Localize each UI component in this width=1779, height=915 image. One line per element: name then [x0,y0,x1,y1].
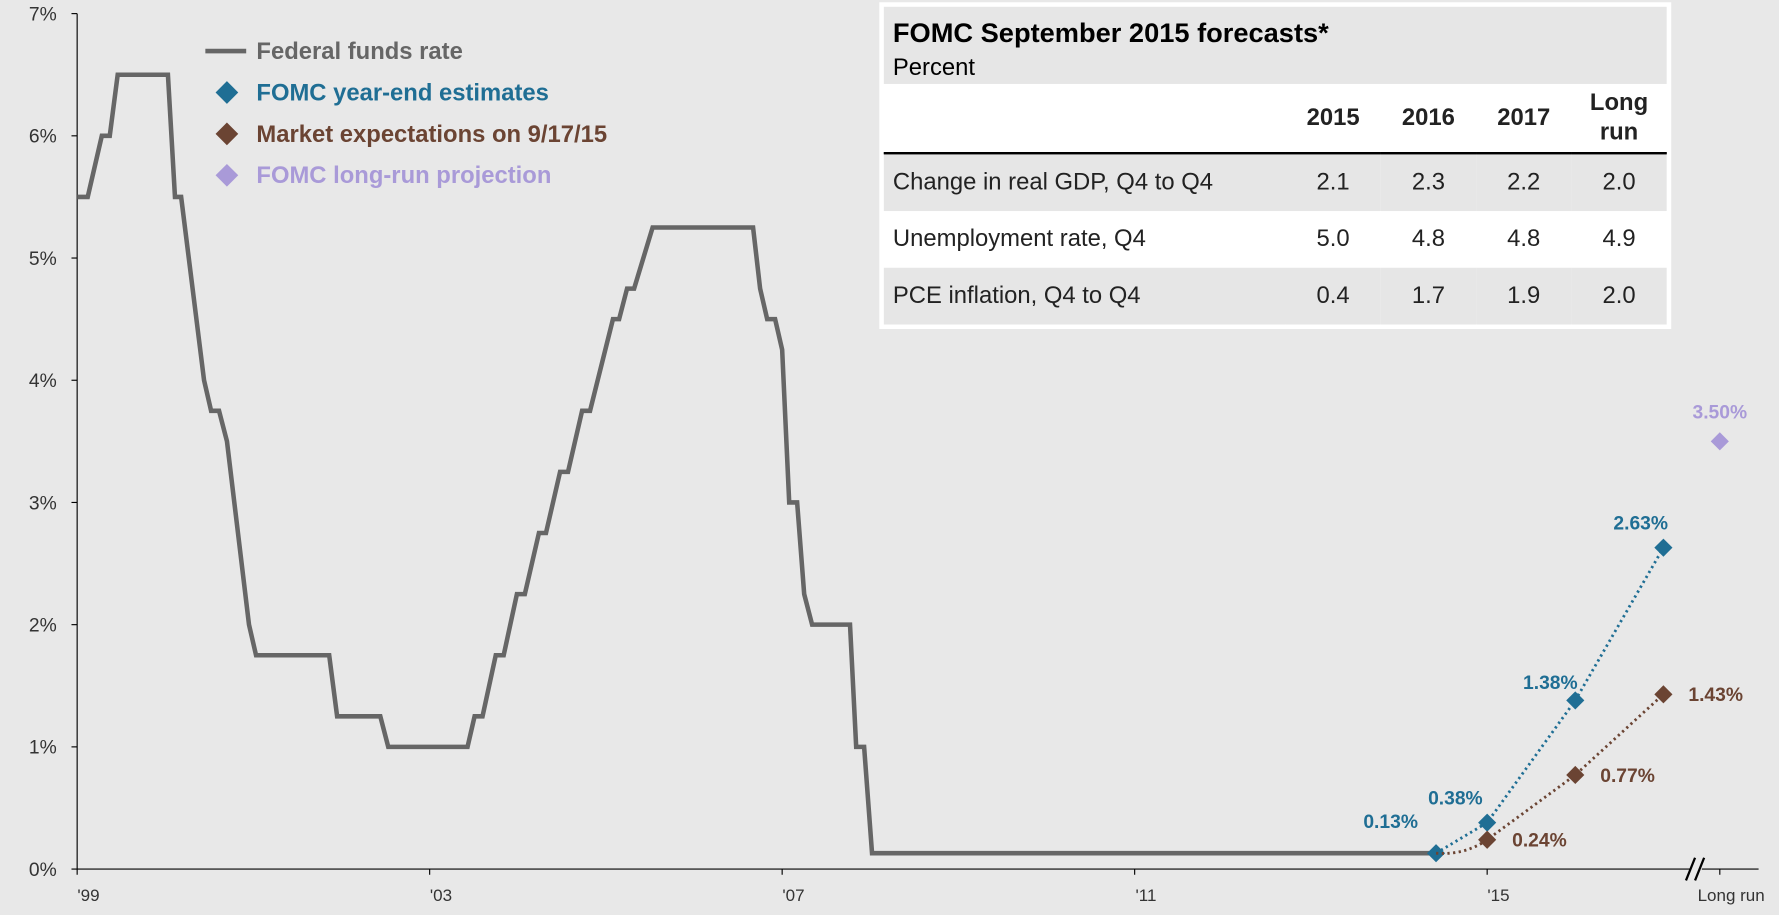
y-tick-label: 4% [29,371,57,392]
y-tick-label: 1% [29,738,57,759]
table: 2015 2016 2017 Long run Change in real GDP, … [883,83,1667,325]
table-row: Change in real GDP, Q4 to Q4 2.1 2.3 2.2 2.0 [883,153,1667,212]
marker [1478,813,1497,832]
y-tick-label: 2% [29,615,57,636]
table-cell: 4.8 [1411,225,1445,252]
table-cell: 4.9 [1602,225,1636,252]
table-cell: 4.8 [1507,225,1541,252]
table-row: PCE inflation, Q4 to Q4 0.4 1.7 1.9 2.0 [883,267,1667,325]
table-cell: 2.0 [1571,153,1667,212]
legend-swatch [215,163,239,187]
legend-label: Market expectations on 9/17/15 [256,121,607,148]
table-cell: 0.4 [1285,267,1381,325]
value-label: 1.38% [1523,673,1578,694]
table-title: FOMC September 2015 forecasts* [892,18,1329,49]
value-label: 1.43% [1688,685,1743,706]
table-subtitle: Percent [892,54,976,81]
marker [1426,844,1446,863]
forecast-line [1435,546,1665,855]
table-cell: 1.9 [1476,267,1572,325]
column-header: 2016 [1380,83,1477,155]
column-header: 2017 [1476,83,1572,155]
y-tick-label: 3% [29,493,57,514]
table-cell: 1.7 [1380,267,1477,325]
row-label: Change in real GDP, Q4 to Q4 [883,153,1286,212]
x-tick-label: Long run [1698,886,1765,905]
x-tick-label: '03 [430,886,452,905]
table-cell: 2.1 [1285,153,1381,212]
table-cell: 2.2 [1476,153,1572,212]
legend-swatch [215,122,239,146]
x-tick-label: '11 [1136,886,1157,905]
marker [1710,432,1729,451]
forecast-line [1435,693,1665,855]
table-head: FOMC September 2015 forecasts* Percent [883,6,1667,84]
legend-label: Federal funds rate [256,38,462,65]
value-label: 3.50% [1692,403,1747,424]
header-row: 2015 2016 2017 Long run [883,83,1667,155]
value-label: 0.24% [1512,831,1567,852]
rate-line [77,72,1437,856]
table-cell: 5.0 [1316,225,1350,252]
column-header: Long run [1571,83,1667,155]
table-row: Unemployment rate, Q4 5.0 4.8 4.8 4.9 [884,211,1667,268]
x-tick-label: '15 [1487,886,1509,905]
value-label: 2.63% [1613,514,1668,535]
y-tick-label: 0% [29,860,57,881]
value-label: 0.77% [1600,766,1655,787]
x-tick-label: '99 [77,886,99,905]
marker [1654,685,1673,704]
x-tick-label: '07 [782,886,804,905]
value-label: 0.13% [1363,812,1418,833]
value-label: 0.38% [1428,788,1483,809]
table-cell: 2.0 [1571,267,1667,325]
table-cell: 2.3 [1380,153,1477,212]
y-tick-label: 7% [29,4,57,25]
row-label: PCE inflation, Q4 to Q4 [883,267,1286,325]
axis-break [1684,857,1706,881]
y-tick-label: 5% [29,249,57,270]
y-tick-label: 6% [29,127,57,148]
forecast-table: FOMC September 2015 forecasts* Percent 2… [879,2,1672,330]
marker [1654,538,1673,557]
column-header: 2015 [1285,83,1381,155]
legend-swatch [215,81,239,104]
row-label: Unemployment rate, Q4 [892,225,1146,252]
legend-label: FOMC long-run projection [256,162,551,189]
legend-label: FOMC year-end estimates [256,79,548,106]
corner [883,83,1286,155]
